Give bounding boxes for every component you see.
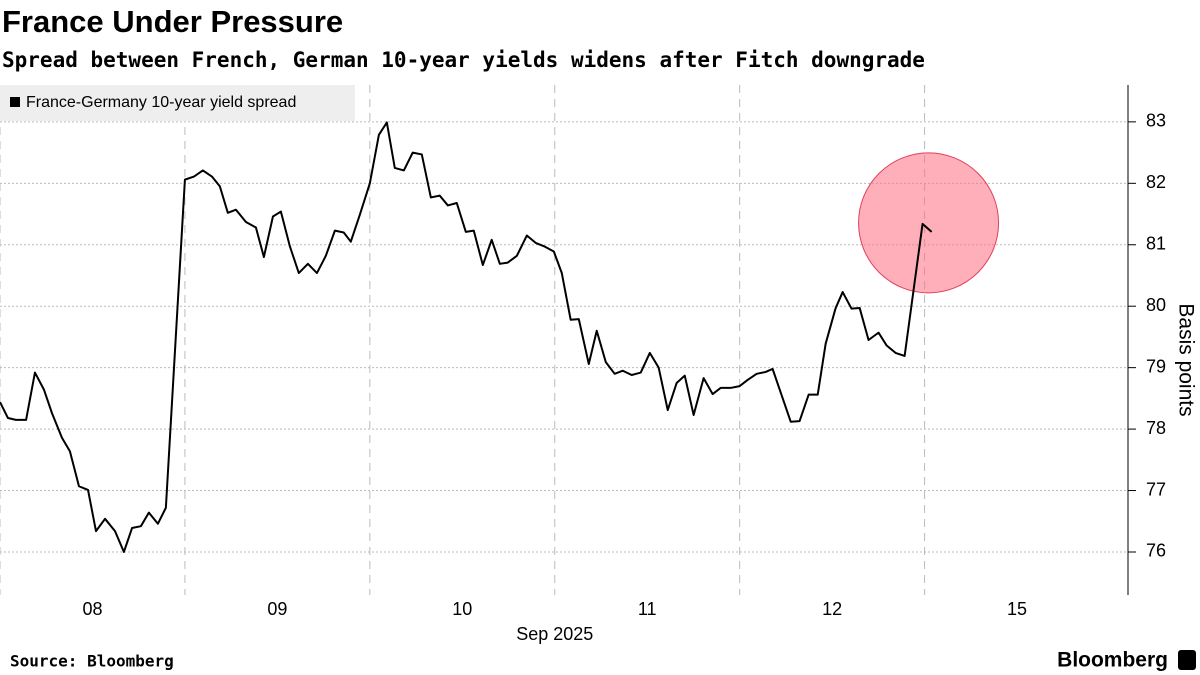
series-line <box>0 121 933 553</box>
x-tick-label: 12 <box>822 599 842 619</box>
y-tick-label: 78 <box>1146 418 1166 438</box>
y-tick-label: 82 <box>1146 172 1166 192</box>
y-tick-label: 76 <box>1146 541 1166 561</box>
highlight-circle <box>858 152 1000 294</box>
x-tick-label: 09 <box>267 599 287 619</box>
x-tick-label: 11 <box>638 599 657 619</box>
x-tick-label: 15 <box>1007 599 1027 619</box>
chart-title: France Under Pressure <box>2 4 343 39</box>
x-axis-label: Sep 2025 <box>516 624 593 644</box>
x-tick-label: 08 <box>82 599 102 619</box>
source: Source: Bloomberg <box>10 652 174 671</box>
x-tick-label: 10 <box>452 599 472 619</box>
y-tick-label: 80 <box>1146 295 1166 315</box>
chart-subtitle: Spread between French, German 10-year yi… <box>2 48 925 72</box>
y-tick-label: 77 <box>1146 479 1166 499</box>
brand: Bloomberg <box>1057 649 1168 672</box>
y-tick-label: 81 <box>1146 234 1166 254</box>
brand-icon <box>1178 650 1196 670</box>
legend-swatch <box>10 97 20 107</box>
legend-label: France-Germany 10-year yield spread <box>26 94 296 111</box>
y-tick-label: 79 <box>1146 356 1166 376</box>
legend-box <box>0 85 355 121</box>
y-tick-label: 83 <box>1146 111 1166 131</box>
y-axis-label: Basis points <box>1174 303 1197 416</box>
